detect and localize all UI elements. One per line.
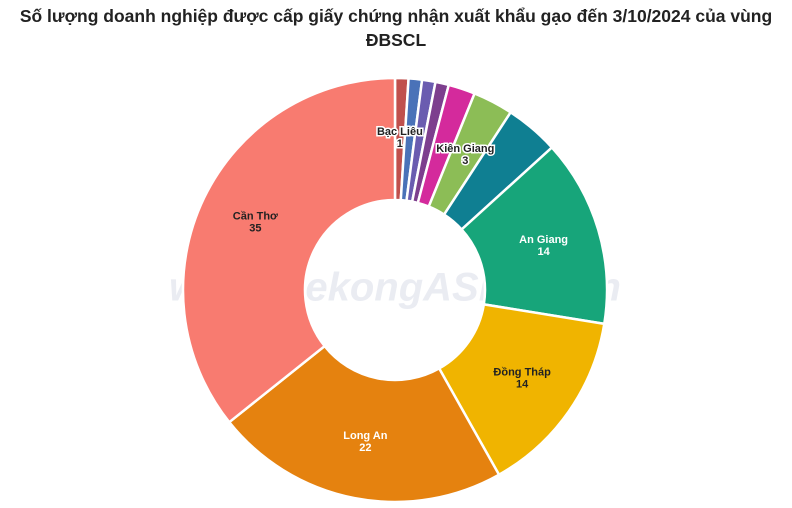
slice-name: Kiên Giang: [436, 143, 494, 155]
slice-value: 1: [397, 138, 403, 150]
slice-value: 3: [462, 155, 468, 167]
slice-name: Cần Thơ: [233, 211, 278, 223]
slice-name: Bạc Liêu: [377, 126, 423, 138]
slice-name: Long An: [343, 430, 387, 442]
chart-title: Số lượng doanh nghiệp được cấp giấy chứn…: [19, 6, 773, 50]
donut-slice: [459, 145, 609, 326]
donut-slice: [181, 76, 397, 424]
slice-value: 22: [359, 442, 371, 454]
slice-value: 14: [537, 246, 550, 258]
slice-name: An Giang: [519, 234, 568, 246]
donut-slice: [437, 302, 606, 477]
donut-slice: [227, 344, 501, 504]
slice-value: 35: [249, 223, 261, 235]
slice-name: Đồng Tháp: [493, 367, 551, 379]
title-wrap: Số lượng doanh nghiệp được cấp giấy chứn…: [0, 4, 792, 52]
slice-value: 14: [516, 379, 529, 391]
